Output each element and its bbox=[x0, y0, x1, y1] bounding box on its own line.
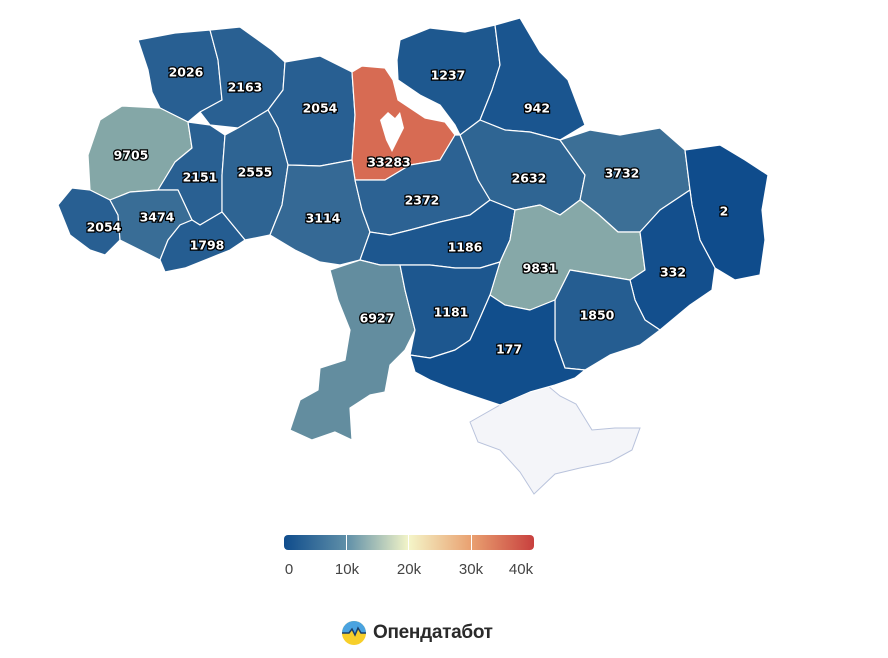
region-value-label-volyn: 2026 bbox=[169, 65, 204, 80]
region-value-label-kherson: 177 bbox=[496, 342, 522, 357]
region-value-label-donetsk: 332 bbox=[660, 265, 686, 280]
kyiv-city-area bbox=[380, 112, 404, 152]
region-value-label-zaporizhzhia: 1850 bbox=[580, 308, 615, 323]
legend-label-20k: 20k bbox=[396, 561, 422, 578]
region-chernivtsi[interactable] bbox=[159, 211, 246, 273]
region-value-label-ternopil: 2151 bbox=[183, 170, 218, 185]
region-value-label-cherkasy: 2372 bbox=[405, 193, 440, 208]
region-value-label-luhansk: 2 bbox=[720, 204, 729, 219]
opendatabot-logo-icon bbox=[342, 621, 366, 645]
region-value-label-chernivtsi: 1798 bbox=[190, 238, 225, 253]
region-value-label-mykolaiv: 1181 bbox=[434, 305, 469, 320]
legend-tick-10k bbox=[346, 535, 347, 550]
region-value-label-rivne: 2163 bbox=[228, 80, 263, 95]
legend-label-30k: 30k bbox=[458, 561, 484, 578]
color-scale-legend bbox=[284, 535, 534, 550]
brand-logo[interactable]: Опендатабот bbox=[341, 620, 493, 646]
region-value-label-dnipropetrovsk: 9831 bbox=[523, 261, 558, 276]
legend-label-0: 0 bbox=[284, 561, 294, 578]
region-odesa[interactable] bbox=[289, 259, 416, 441]
region-value-label-lviv: 9705 bbox=[114, 148, 149, 163]
legend-tick-30k bbox=[471, 535, 472, 550]
region-value-label-odesa: 6927 bbox=[360, 311, 395, 326]
region-value-label-vinnytsia: 3114 bbox=[306, 211, 341, 226]
region-value-label-khmelnytskyi: 2555 bbox=[238, 165, 273, 180]
region-value-label-kharkiv: 3732 bbox=[605, 166, 640, 181]
region-value-label-kyiv: 33283 bbox=[367, 155, 411, 170]
region-kherson[interactable] bbox=[409, 294, 586, 406]
legend-label-40k: 40k bbox=[508, 561, 534, 578]
region-value-label-zakarpattia: 2054 bbox=[87, 220, 122, 235]
ukraine-choropleth-map: 2026 2163 2054 1237 942 9705 2151 2555 33283 2632… bbox=[57, 17, 769, 495]
region-value-label-kirovohrad: 1186 bbox=[448, 240, 483, 255]
region-value-label-chernihiv: 1237 bbox=[431, 68, 466, 83]
legend-label-10k: 10k bbox=[334, 561, 360, 578]
region-value-label-ivano-frankivsk: 3474 bbox=[140, 210, 175, 225]
color-scale-bar bbox=[284, 535, 534, 550]
brand-name: Опендатабот bbox=[373, 622, 493, 643]
legend-tick-20k bbox=[408, 535, 409, 550]
region-value-label-sumy: 942 bbox=[524, 101, 550, 116]
region-value-label-poltava: 2632 bbox=[512, 171, 547, 186]
region-value-label-zhytomyr: 2054 bbox=[303, 101, 338, 116]
